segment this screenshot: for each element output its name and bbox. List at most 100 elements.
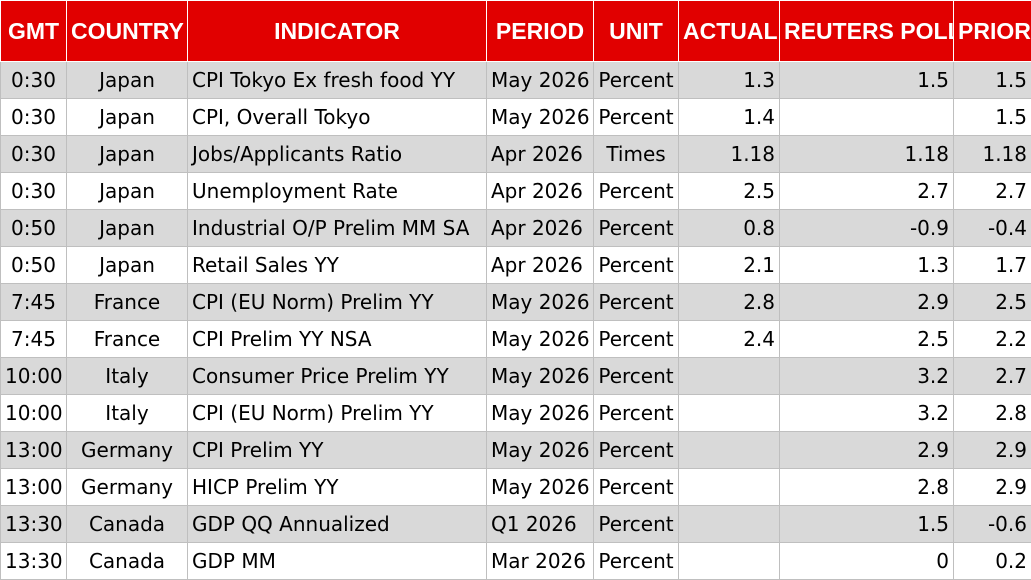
cell-reuters-poll: 0 <box>779 542 954 580</box>
table-row: 13:00 Germany CPI Prelim YY May 2026 Percent… <box>0 431 1031 469</box>
cell-actual <box>678 394 780 432</box>
cell-actual: 1.18 <box>678 135 780 173</box>
cell-prior: 1.18 <box>953 135 1031 173</box>
cell-unit: Percent <box>593 394 679 432</box>
cell-period: Apr 2026 <box>486 135 594 173</box>
cell-period: May 2026 <box>486 283 594 321</box>
table-row: 13:30 Canada GDP QQ Annualized Q1 2026 Perce… <box>0 505 1031 543</box>
header-reuters-poll: REUTERS POLL <box>779 0 954 62</box>
cell-country: France <box>66 320 188 358</box>
cell-indicator: CPI, Overall Tokyo <box>187 98 487 136</box>
cell-period: May 2026 <box>486 394 594 432</box>
cell-reuters-poll: 2.9 <box>779 431 954 469</box>
cell-indicator: HICP Prelim YY <box>187 468 487 506</box>
table-row: 7:45 France CPI Prelim YY NSA May 2026 Perce… <box>0 320 1031 358</box>
cell-indicator: Jobs/Applicants Ratio <box>187 135 487 173</box>
header-indicator: INDICATOR <box>187 0 487 62</box>
cell-unit: Percent <box>593 357 679 395</box>
header-prior: PRIOR <box>953 0 1031 62</box>
cell-period: May 2026 <box>486 431 594 469</box>
cell-actual <box>678 542 780 580</box>
cell-prior: 2.2 <box>953 320 1031 358</box>
cell-gmt: 13:00 <box>0 431 67 469</box>
cell-reuters-poll: -0.9 <box>779 209 954 247</box>
cell-gmt: 0:30 <box>0 61 67 99</box>
table-body: 0:30 Japan CPI Tokyo Ex fresh food YY May 2… <box>0 61 1031 580</box>
cell-reuters-poll: 1.5 <box>779 505 954 543</box>
cell-gmt: 0:30 <box>0 172 67 210</box>
cell-reuters-poll: 1.3 <box>779 246 954 284</box>
cell-period: May 2026 <box>486 468 594 506</box>
cell-prior: 2.8 <box>953 394 1031 432</box>
cell-period: May 2026 <box>486 357 594 395</box>
table-row: 13:00 Germany HICP Prelim YY May 2026 Percen… <box>0 468 1031 506</box>
cell-gmt: 13:30 <box>0 505 67 543</box>
cell-reuters-poll: 3.2 <box>779 357 954 395</box>
cell-country: Canada <box>66 505 188 543</box>
cell-prior: 1.7 <box>953 246 1031 284</box>
cell-unit: Percent <box>593 505 679 543</box>
cell-country: Japan <box>66 172 188 210</box>
cell-unit: Percent <box>593 246 679 284</box>
cell-country: Italy <box>66 394 188 432</box>
cell-indicator: Industrial O/P Prelim MM SA <box>187 209 487 247</box>
header-country: COUNTRY <box>66 0 188 62</box>
cell-gmt: 13:00 <box>0 468 67 506</box>
header-unit: UNIT <box>593 0 679 62</box>
cell-reuters-poll: 1.18 <box>779 135 954 173</box>
table-row: 0:30 Japan Jobs/Applicants Ratio Apr 2026 Ti… <box>0 135 1031 173</box>
cell-country: Japan <box>66 61 188 99</box>
table-row: 13:30 Canada GDP MM Mar 2026 Percent 0 0.2 <box>0 542 1031 580</box>
cell-country: Japan <box>66 98 188 136</box>
cell-prior: 2.9 <box>953 468 1031 506</box>
cell-actual <box>678 468 780 506</box>
cell-prior: -0.6 <box>953 505 1031 543</box>
cell-period: May 2026 <box>486 320 594 358</box>
cell-gmt: 10:00 <box>0 357 67 395</box>
cell-country: Germany <box>66 468 188 506</box>
cell-unit: Percent <box>593 283 679 321</box>
cell-country: Germany <box>66 431 188 469</box>
cell-unit: Percent <box>593 98 679 136</box>
cell-actual: 2.5 <box>678 172 780 210</box>
table-row: 7:45 France CPI (EU Norm) Prelim YY May 202… <box>0 283 1031 321</box>
cell-indicator: Consumer Price Prelim YY <box>187 357 487 395</box>
cell-unit: Percent <box>593 61 679 99</box>
cell-reuters-poll: 2.5 <box>779 320 954 358</box>
table-row: 0:30 Japan CPI Tokyo Ex fresh food YY May 2… <box>0 61 1031 99</box>
cell-prior: -0.4 <box>953 209 1031 247</box>
cell-actual: 2.4 <box>678 320 780 358</box>
cell-actual: 2.8 <box>678 283 780 321</box>
header-actual: ACTUAL <box>678 0 780 62</box>
cell-prior: 0.2 <box>953 542 1031 580</box>
cell-period: Apr 2026 <box>486 172 594 210</box>
cell-actual: 2.1 <box>678 246 780 284</box>
table-row: 0:30 Japan CPI, Overall Tokyo May 2026 Perce… <box>0 98 1031 136</box>
cell-period: May 2026 <box>486 98 594 136</box>
header-row: GMT COUNTRY INDICATOR PERIOD UNIT ACTUAL… <box>0 0 1031 62</box>
cell-unit: Times <box>593 135 679 173</box>
cell-gmt: 7:45 <box>0 283 67 321</box>
cell-gmt: 13:30 <box>0 542 67 580</box>
cell-indicator: CPI (EU Norm) Prelim YY <box>187 283 487 321</box>
cell-gmt: 7:45 <box>0 320 67 358</box>
cell-unit: Percent <box>593 468 679 506</box>
cell-actual <box>678 431 780 469</box>
cell-indicator: CPI (EU Norm) Prelim YY <box>187 394 487 432</box>
cell-actual: 0.8 <box>678 209 780 247</box>
header-period: PERIOD <box>486 0 594 62</box>
cell-indicator: Retail Sales YY <box>187 246 487 284</box>
cell-actual: 1.3 <box>678 61 780 99</box>
cell-country: Italy <box>66 357 188 395</box>
cell-reuters-poll: 1.5 <box>779 61 954 99</box>
cell-gmt: 0:50 <box>0 246 67 284</box>
cell-prior: 2.9 <box>953 431 1031 469</box>
cell-period: Q1 2026 <box>486 505 594 543</box>
cell-reuters-poll: 2.9 <box>779 283 954 321</box>
cell-prior: 1.5 <box>953 98 1031 136</box>
cell-period: Mar 2026 <box>486 542 594 580</box>
cell-unit: Percent <box>593 431 679 469</box>
cell-country: Japan <box>66 209 188 247</box>
cell-actual <box>678 505 780 543</box>
